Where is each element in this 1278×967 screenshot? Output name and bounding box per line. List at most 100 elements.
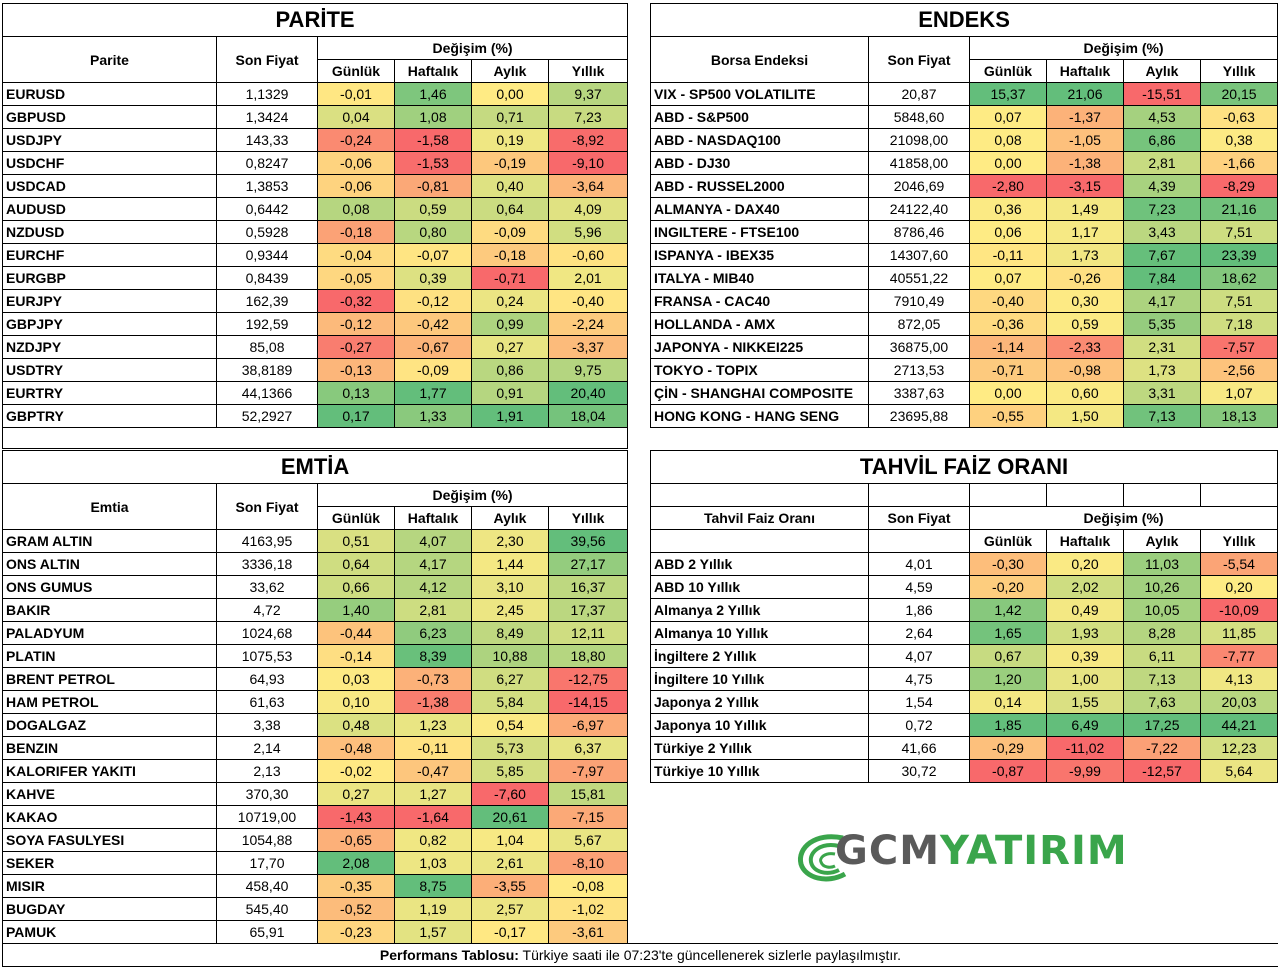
row-price: 0,9344 <box>216 243 318 267</box>
col-header-daily: Günlük <box>969 529 1047 553</box>
change-monthly: 2,31 <box>1123 335 1201 359</box>
table-row: SOYA FASULYESI 1054,88 -0,65 0,82 1,04 5,67 <box>2 828 629 852</box>
table-row: BENZIN 2,14 -0,48 -0,11 5,73 6,37 <box>2 736 629 760</box>
change-weekly: -0,47 <box>394 759 472 783</box>
row-name: BENZIN <box>2 736 217 760</box>
table-row: PLATIN 1075,53 -0,14 8,39 10,88 18,80 <box>2 644 629 668</box>
change-yearly: 16,37 <box>547 575 629 599</box>
change-daily: -0,18 <box>317 220 395 244</box>
change-weekly: 2,81 <box>394 598 472 622</box>
change-monthly: 5,85 <box>471 759 549 783</box>
table-row: EURUSD 1,1329 -0,01 1,46 0,00 9,37 <box>2 82 629 106</box>
col-header-monthly: Aylık <box>1123 59 1201 83</box>
change-weekly: 1,57 <box>394 920 472 944</box>
table-row: FRANSA - CAC40 7910,49 -0,40 0,30 4,17 7,51 <box>650 289 1278 313</box>
table-row: ALMANYA - DAX40 24122,40 0,36 1,49 7,23 21,16 <box>650 197 1278 221</box>
row-price: 2,13 <box>216 759 318 783</box>
table-row: JAPONYA - NIKKEI225 36875,00 -1,14 -2,33 2,3… <box>650 335 1278 359</box>
change-weekly: 1,00 <box>1046 667 1124 691</box>
table-row: USDJPY 143,33 -0,24 -1,58 0,19 -8,92 <box>2 128 629 152</box>
emtia-panel: EMTİA Emtia Son Fiyat Değişim (%) Günlük… <box>1 450 629 944</box>
change-daily: -0,11 <box>969 243 1047 267</box>
change-monthly: 17,25 <box>1123 713 1201 737</box>
endeks-table: ENDEKS Borsa Endeksi Son Fiyat Değişim (… <box>649 3 1278 428</box>
change-yearly: -8,29 <box>1199 174 1278 198</box>
col-header-yearly: Yıllık <box>547 59 629 83</box>
row-name: EURJPY <box>2 289 217 313</box>
row-name: PLATIN <box>2 644 217 668</box>
row-name: İngiltere 2 Yıllık <box>650 644 869 668</box>
col-header-name: Borsa Endeksi <box>650 36 869 83</box>
change-yearly: -1,02 <box>547 897 629 921</box>
change-monthly: 7,23 <box>1123 197 1201 221</box>
change-monthly: 1,04 <box>471 828 549 852</box>
change-weekly: -3,15 <box>1046 174 1124 198</box>
change-weekly: 8,39 <box>394 644 472 668</box>
change-monthly: 1,44 <box>471 552 549 576</box>
change-daily: -0,71 <box>969 358 1047 382</box>
table-row: PALADYUM 1024,68 -0,44 6,23 8,49 12,11 <box>2 621 629 645</box>
endeks-title: ENDEKS <box>649 3 1278 37</box>
footer-note: Performans Tablosu: Türkiye saati ile 07… <box>2 943 1278 967</box>
change-yearly: -12,75 <box>547 667 629 691</box>
change-daily: -0,02 <box>317 759 395 783</box>
table-row: HAM PETROL 61,63 0,10 -1,38 5,84 -14,15 <box>2 690 629 714</box>
row-name: INGILTERE - FTSE100 <box>650 220 869 244</box>
change-yearly: 15,81 <box>547 782 629 806</box>
change-daily: 0,14 <box>969 690 1047 714</box>
change-yearly: -5,54 <box>1199 552 1278 576</box>
change-monthly: 8,49 <box>471 621 549 645</box>
change-daily: 0,51 <box>317 529 395 553</box>
change-weekly: 1,73 <box>1046 243 1124 267</box>
row-price: 21098,00 <box>868 128 970 152</box>
change-daily: -0,23 <box>317 920 395 944</box>
row-price: 23695,88 <box>868 404 970 428</box>
change-monthly: 20,61 <box>471 805 549 829</box>
row-name: ABD - RUSSEL2000 <box>650 174 869 198</box>
row-name: PALADYUM <box>2 621 217 645</box>
row-name: USDTRY <box>2 358 217 382</box>
row-name: DOGALGAZ <box>2 713 217 737</box>
col-header-yearly: Yıllık <box>1199 529 1278 553</box>
change-daily: 0,00 <box>969 381 1047 405</box>
change-daily: 1,85 <box>969 713 1047 737</box>
change-monthly: 5,84 <box>471 690 549 714</box>
change-monthly: -7,22 <box>1123 736 1201 760</box>
change-yearly: -0,08 <box>547 874 629 898</box>
col-header-monthly: Aylık <box>471 59 549 83</box>
change-weekly: -1,58 <box>394 128 472 152</box>
change-daily: -0,13 <box>317 358 395 382</box>
row-price: 41,66 <box>868 736 970 760</box>
change-monthly: -0,09 <box>471 220 549 244</box>
change-daily: -0,44 <box>317 621 395 645</box>
row-price: 1075,53 <box>216 644 318 668</box>
change-daily: -0,27 <box>317 335 395 359</box>
row-name: KAHVE <box>2 782 217 806</box>
change-weekly: -0,81 <box>394 174 472 198</box>
change-yearly: 7,18 <box>1199 312 1278 336</box>
change-yearly: -8,10 <box>547 851 629 875</box>
row-name: HAM PETROL <box>2 690 217 714</box>
table-row: GBPJPY 192,59 -0,12 -0,42 0,99 -2,24 <box>2 312 629 336</box>
change-weekly: 1,33 <box>394 404 472 428</box>
change-monthly: 3,31 <box>1123 381 1201 405</box>
change-yearly: -7,77 <box>1199 644 1278 668</box>
row-name: Türkiye 10 Yıllık <box>650 759 869 783</box>
footer-label: Performans Tablosu: <box>379 947 519 963</box>
change-monthly: 2,61 <box>471 851 549 875</box>
change-monthly: 7,67 <box>1123 243 1201 267</box>
change-yearly: -7,97 <box>547 759 629 783</box>
change-monthly: 0,64 <box>471 197 549 221</box>
table-row: USDCHF 0,8247 -0,06 -1,53 -0,19 -9,10 <box>2 151 629 175</box>
row-price: 370,30 <box>216 782 318 806</box>
change-monthly: 0,24 <box>471 289 549 313</box>
change-daily: -0,05 <box>317 266 395 290</box>
change-weekly: 0,20 <box>1046 552 1124 576</box>
change-yearly: -1,66 <box>1199 151 1278 175</box>
tahvil-table: TAHVİL FAİZ ORANI Tahvil Faiz Oranı Son … <box>649 450 1278 783</box>
change-monthly: 4,53 <box>1123 105 1201 129</box>
change-monthly: 3,10 <box>471 575 549 599</box>
change-weekly: -1,64 <box>394 805 472 829</box>
col-header-daily: Günlük <box>969 59 1047 83</box>
table-row: Türkiye 10 Yıllık 30,72 -0,87 -9,99 -12,57 5,… <box>650 759 1278 783</box>
